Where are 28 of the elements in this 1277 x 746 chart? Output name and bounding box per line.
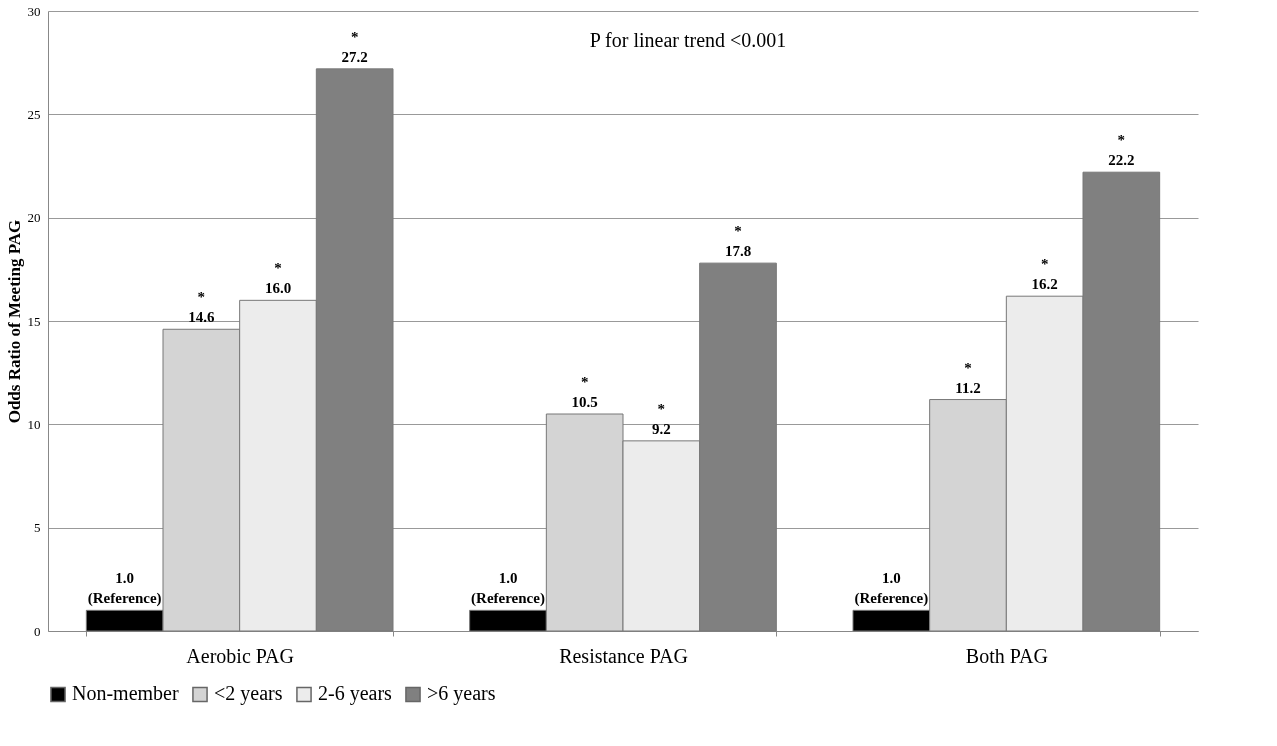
- legend-label: 2-6 years: [318, 682, 393, 706]
- y-tick-label: 15: [27, 313, 41, 329]
- data-label: * 16.0: [264, 260, 292, 297]
- data-label: 1.0 (Reference): [854, 570, 929, 608]
- y-tick-label: 30: [27, 3, 41, 19]
- data-label: * 10.5: [571, 374, 598, 410]
- y-tick-label: 10: [27, 416, 41, 432]
- y-axis-title: Odds Ratio of Meeting PAG: [4, 219, 24, 424]
- data-label: * 9.2: [651, 400, 671, 437]
- x-tick-label: Both PAG: [965, 644, 1048, 667]
- data-label: * 11.2: [955, 359, 981, 396]
- legend-label: >6 years: [427, 682, 496, 706]
- data-label: * 22.2: [1108, 132, 1135, 169]
- y-tick-label: 0: [34, 623, 41, 639]
- x-tick-label: Aerobic PAG: [186, 644, 294, 667]
- x-tick-label: Resistance PAG: [559, 644, 688, 667]
- legend-label: <2 years: [214, 682, 283, 706]
- data-label: * 17.8: [724, 223, 752, 260]
- legend-label: Non-member: [72, 682, 179, 705]
- data-label: * 14.6: [188, 289, 215, 326]
- y-tick-label: 25: [27, 106, 41, 122]
- data-label: * 16.2: [1031, 256, 1058, 293]
- data-label: * 27.2: [341, 28, 368, 65]
- data-label: 1.0 (Reference): [471, 570, 545, 608]
- data-label: 1.0 (Reference): [87, 570, 162, 608]
- annotation: P for linear trend <0.001: [589, 29, 787, 51]
- y-tick-label: 5: [34, 520, 41, 536]
- y-tick-label: 20: [27, 210, 41, 226]
